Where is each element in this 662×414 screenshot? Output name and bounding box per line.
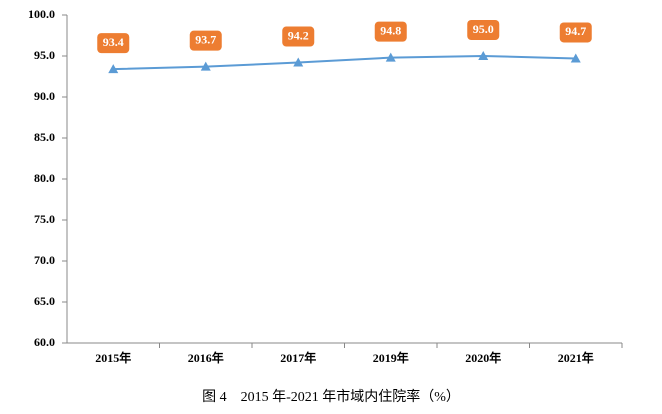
label-box bbox=[467, 20, 500, 40]
x-tick-label: 2015年 bbox=[95, 350, 131, 365]
label-box bbox=[559, 22, 592, 43]
value-label: 94.2 bbox=[288, 28, 309, 42]
y-tick-label: 70.0 bbox=[34, 253, 55, 267]
y-tick-label: 95.0 bbox=[34, 48, 55, 62]
marker bbox=[570, 53, 581, 63]
y-tick-label: 100.0 bbox=[28, 7, 55, 21]
x-tick-label: 2020年 bbox=[465, 350, 501, 365]
value-label: 94.7 bbox=[565, 24, 586, 38]
marker bbox=[200, 61, 211, 71]
value-label: 94.8 bbox=[380, 23, 401, 37]
marker bbox=[108, 64, 119, 74]
x-tick-label: 2019年 bbox=[373, 350, 409, 365]
label-box bbox=[282, 26, 315, 47]
y-tick-label: 60.0 bbox=[34, 335, 55, 349]
value-label: 93.4 bbox=[103, 35, 124, 49]
x-tick-label: 2016年 bbox=[188, 350, 224, 365]
value-label: 93.7 bbox=[195, 32, 216, 46]
value-label: 95.0 bbox=[473, 22, 494, 36]
marker bbox=[293, 57, 304, 67]
y-tick-label: 85.0 bbox=[34, 130, 55, 144]
series-line bbox=[113, 54, 576, 71]
y-tick-label: 75.0 bbox=[34, 212, 55, 226]
caption: 图 4 2015 年-2021 年市域内住院率（%） bbox=[202, 388, 460, 405]
y-tick-label: 80.0 bbox=[34, 171, 55, 185]
y-tick-label: 90.0 bbox=[34, 89, 55, 103]
x-tick-label: 2017年 bbox=[280, 350, 316, 365]
label-box bbox=[97, 33, 130, 54]
label-box bbox=[189, 30, 222, 51]
marker bbox=[385, 52, 396, 62]
label-box bbox=[374, 21, 407, 42]
x-tick-label: 2021年 bbox=[558, 350, 594, 365]
marker bbox=[478, 51, 489, 60]
y-tick-label: 65.0 bbox=[34, 294, 55, 308]
